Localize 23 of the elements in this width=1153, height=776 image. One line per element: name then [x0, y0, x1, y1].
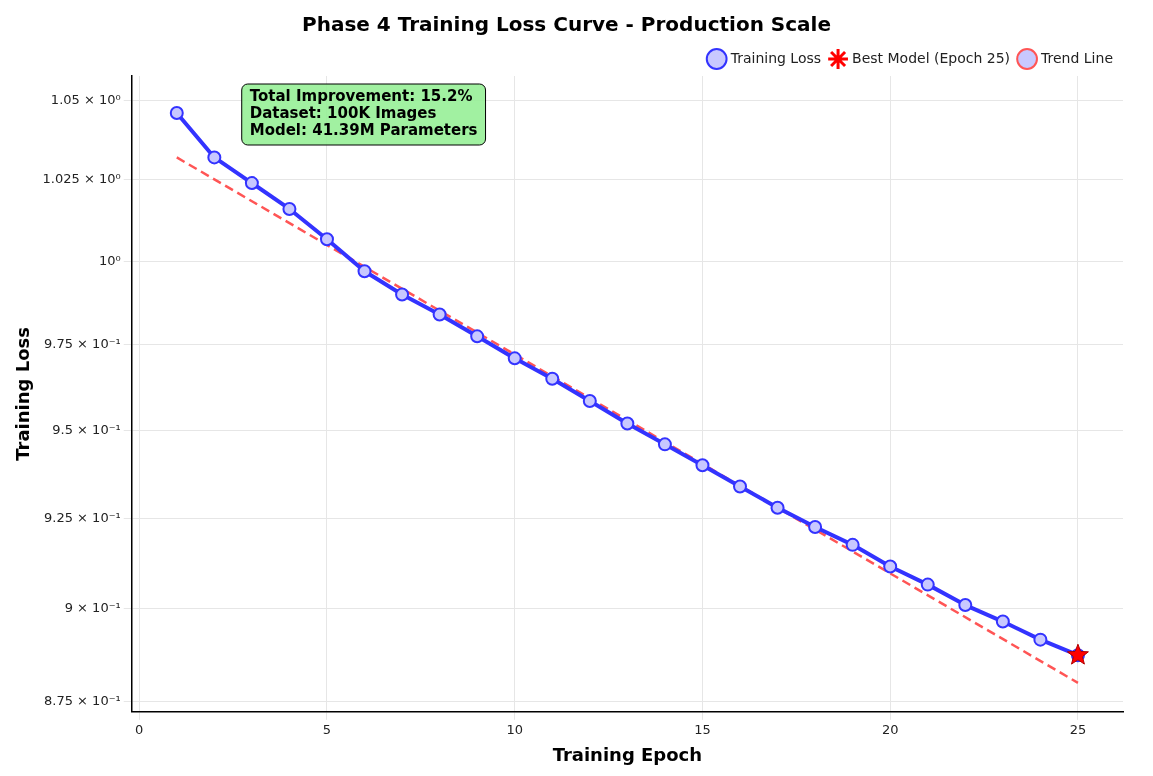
x-tick-label: 5: [322, 721, 332, 737]
y-tick-label: 8.75 × 10⁻¹: [44, 692, 121, 708]
y-tick-label: 9 × 10⁻¹: [64, 600, 121, 616]
y-tick-label: 9.5 × 10⁻¹: [52, 421, 121, 437]
y-axis-title: Training Loss: [12, 327, 34, 461]
x-tick-label: 15: [694, 721, 711, 737]
x-tick-label: 25: [1069, 721, 1087, 737]
y-tick-label: 1.025 × 10⁰: [42, 171, 121, 187]
x-tick-label: 0: [135, 721, 144, 737]
y-tick-label: 1.05 × 10⁰: [50, 91, 121, 107]
legend-label: Best Model (Epoch 25): [852, 49, 1011, 66]
legend-label: Training Loss: [729, 49, 822, 66]
x-tick-label: 10: [506, 721, 523, 737]
annotation: Dataset: 100K Images: [249, 104, 437, 123]
y-tick-label: 10⁰: [98, 252, 121, 268]
y-tick-label: 9.75 × 10⁻¹: [44, 336, 121, 352]
x-tick-label: 20: [881, 721, 899, 737]
chart-title: Phase 4 Training Loss Curve - Production Scale: [301, 12, 832, 37]
x-axis-title: Training Epoch: [552, 743, 703, 765]
annotation: Model: 41.39M Parameters: [249, 121, 478, 140]
legend-label: Trend Line: [1040, 49, 1114, 66]
y-tick-label: 9.25 × 10⁻¹: [44, 509, 121, 525]
annotation: Total Improvement: 15.2%: [249, 87, 473, 106]
